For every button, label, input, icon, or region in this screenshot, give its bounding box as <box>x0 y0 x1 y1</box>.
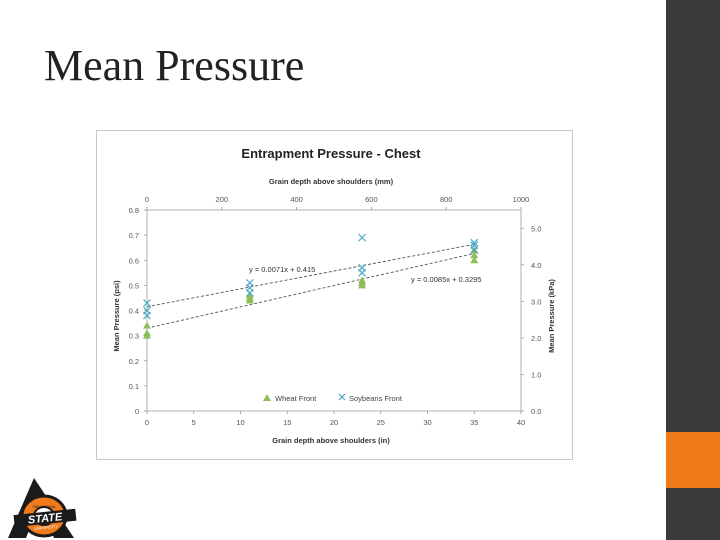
legend-label-soybeans: Soybeans Front <box>349 394 403 403</box>
x-tick-label: 5 <box>192 418 196 427</box>
y-tick-label: 0.2 <box>129 357 139 366</box>
x2-tick-label: 600 <box>365 195 378 204</box>
chart-frame: Entrapment Pressure - Chest Grain depth … <box>96 130 573 460</box>
y2-tick-label: 1.0 <box>531 370 541 379</box>
decorative-side-bar <box>666 0 720 540</box>
y2-tick-label: 0.0 <box>531 407 541 416</box>
trendline-1 <box>146 243 475 308</box>
trendline-equation-1: y = 0.0071x + 0.415 <box>249 265 315 274</box>
x-tick-label: 10 <box>236 418 244 427</box>
soybeans-point <box>358 263 366 272</box>
wheat-point <box>143 321 151 329</box>
y-tick-label: 0.6 <box>129 256 139 265</box>
x2-tick-label: 400 <box>290 195 303 204</box>
wheat-point <box>470 256 479 264</box>
y-tick-label: 0.8 <box>129 206 139 215</box>
logo-text-bottom: UNIVERSITY <box>34 524 59 532</box>
marks-group <box>143 233 479 339</box>
y-tick-label: 0.5 <box>129 281 139 290</box>
y-tick-label: 0.1 <box>129 382 139 391</box>
trendline-2 <box>146 253 475 329</box>
logo-text-top: OKLAHOMA <box>33 504 56 509</box>
soybeans-point <box>245 278 254 287</box>
x2-tick-label: 800 <box>440 195 453 204</box>
soybeans-point <box>358 233 366 242</box>
x-axis-label: Grain depth above shoulders (in) <box>272 436 390 445</box>
y-tick-label: 0.4 <box>129 307 139 316</box>
university-logo: STATE OKLAHOMA UNIVERSITY <box>4 476 80 540</box>
wheat-point <box>358 276 367 284</box>
logo-text-main: STATE <box>27 511 63 527</box>
x-tick-label: 15 <box>283 418 291 427</box>
wheat-point <box>470 251 479 259</box>
x-tick-label: 25 <box>377 418 385 427</box>
x2-tick-label: 1000 <box>513 195 530 204</box>
y2-axis-label: Mean Pressure (kPa) <box>547 279 556 353</box>
legend: Wheat Front Soybeans Front <box>263 393 403 403</box>
x-tick-label: 0 <box>145 418 149 427</box>
y2-tick-label: 5.0 <box>531 224 541 233</box>
x-tick-label: 20 <box>330 418 338 427</box>
axes-group: 0 5 10 15 20 25 30 35 400 200 400 600 800 100000.10.2… <box>129 195 542 427</box>
trendlines-group <box>146 243 475 329</box>
accent-block <box>666 432 720 488</box>
x2-tick-label: 200 <box>216 195 229 204</box>
x-tick-label: 30 <box>423 418 431 427</box>
osu-brand-logo-icon: STATE OKLAHOMA UNIVERSITY <box>8 478 77 538</box>
scatter-chart: Entrapment Pressure - Chest Grain depth … <box>112 146 556 445</box>
slide-title: Mean Pressure <box>44 41 305 90</box>
y2-tick-label: 2.0 <box>531 334 541 343</box>
legend-marker-soybeans <box>338 393 346 401</box>
x2-tick-label: 0 <box>145 195 149 204</box>
x2-axis-label: Grain depth above shoulders (mm) <box>269 177 394 186</box>
x-tick-label: 35 <box>470 418 478 427</box>
soybeans-point <box>143 299 151 307</box>
legend-marker-wheat <box>263 394 271 401</box>
soybeans-point <box>470 241 479 250</box>
trendline-equation-2: y = 0.0085x + 0.3295 <box>411 275 481 284</box>
x-tick-label: 40 <box>517 418 525 427</box>
wheat-point <box>143 329 151 337</box>
wheat-point <box>245 291 254 299</box>
soybeans-point <box>143 306 151 315</box>
y-tick-label: 0.7 <box>129 231 139 240</box>
y-axis-label: Mean Pressure (psi) <box>112 280 121 352</box>
y2-tick-label: 4.0 <box>531 261 541 270</box>
soybeans-point <box>470 238 479 247</box>
y-tick-label: 0.3 <box>129 332 139 341</box>
y2-tick-label: 3.0 <box>531 297 541 306</box>
legend-label-wheat: Wheat Front <box>275 394 317 403</box>
y-tick-label: 0 <box>135 407 139 416</box>
chart-title: Entrapment Pressure - Chest <box>241 146 421 161</box>
